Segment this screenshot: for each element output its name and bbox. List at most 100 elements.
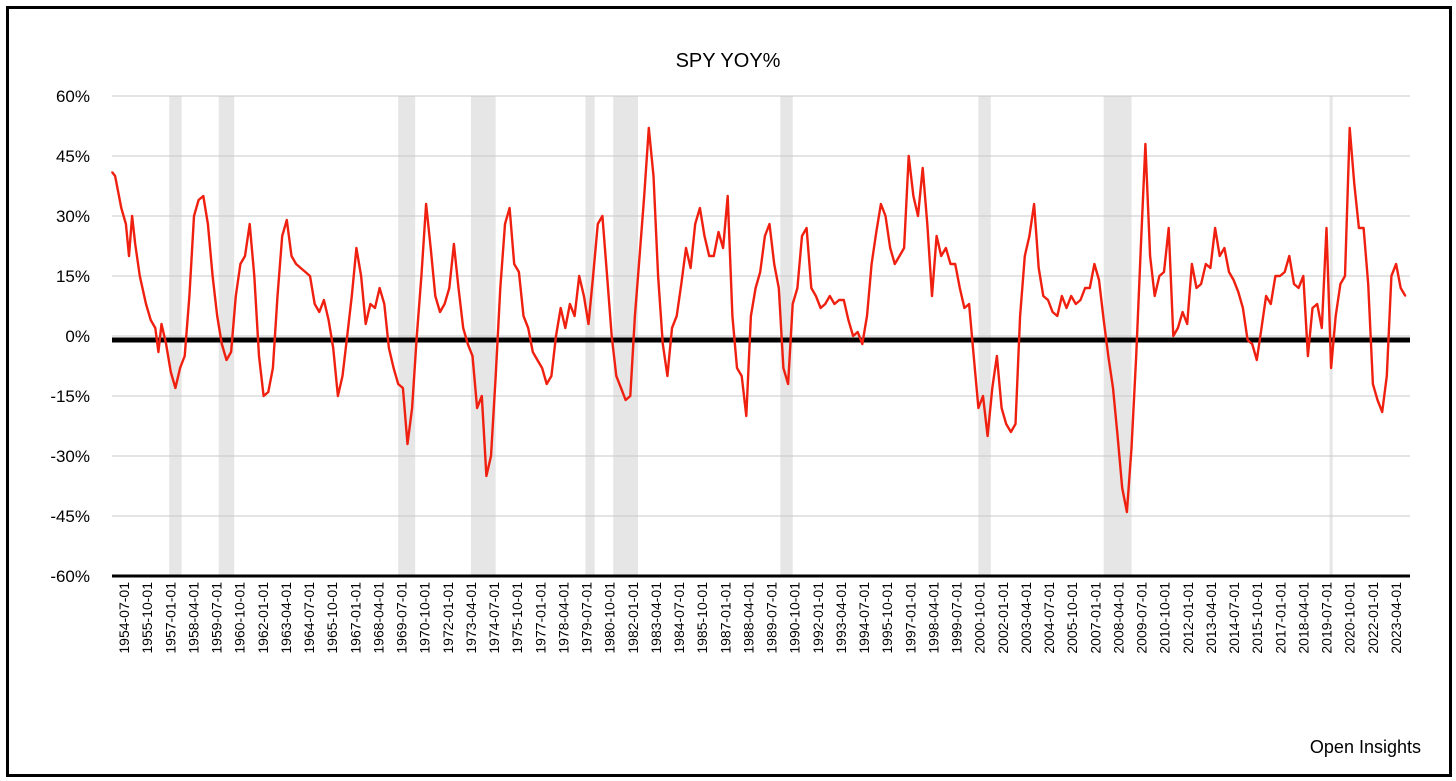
- data-point: [703, 235, 706, 237]
- data-point: [1181, 311, 1184, 313]
- data-point: [1112, 387, 1114, 389]
- x-tick-label: 1975-10-01: [509, 582, 525, 654]
- data-point: [689, 267, 692, 269]
- data-point: [448, 287, 451, 289]
- x-tick-label: 1984-07-01: [671, 582, 687, 654]
- data-point: [1251, 343, 1253, 345]
- x-tick-label: 1997-01-01: [902, 582, 918, 654]
- data-point: [304, 271, 307, 273]
- data-point: [197, 199, 200, 201]
- data-point: [643, 195, 645, 197]
- data-point: [699, 207, 701, 209]
- data-point: [128, 255, 130, 257]
- data-point: [722, 247, 724, 249]
- data-point: [364, 323, 367, 325]
- data-point: [884, 215, 887, 217]
- data-point: [406, 443, 409, 445]
- data-point: [1214, 227, 1216, 229]
- x-tick-label: 1995-10-01: [879, 582, 895, 654]
- data-point: [1209, 267, 1212, 269]
- data-point: [281, 235, 284, 237]
- data-point: [337, 395, 339, 397]
- data-point: [638, 255, 641, 257]
- data-point: [782, 367, 785, 369]
- data-point: [318, 311, 321, 313]
- x-tick-label: 1960-10-01: [232, 582, 248, 654]
- data-point: [149, 319, 152, 321]
- data-point: [114, 175, 116, 177]
- x-tick-label: 1963-04-01: [278, 582, 294, 654]
- data-point: [1186, 323, 1188, 325]
- series-line-0: [111, 126, 1407, 514]
- y-tick-label: 45%: [56, 147, 90, 166]
- data-point: [1084, 287, 1086, 289]
- data-point: [439, 311, 441, 313]
- x-tick-label: 1969-07-01: [394, 582, 410, 654]
- x-tick-label: 2009-07-01: [1134, 582, 1150, 654]
- data-point: [154, 327, 157, 329]
- x-tick-label: 2022-01-01: [1365, 582, 1381, 654]
- data-point: [1358, 227, 1360, 229]
- data-point: [221, 343, 223, 345]
- data-point: [1153, 295, 1156, 297]
- data-point: [680, 283, 683, 285]
- data-point: [1362, 227, 1365, 229]
- data-point: [397, 383, 400, 385]
- data-point: [235, 295, 237, 297]
- data-point: [1372, 383, 1374, 385]
- data-point: [740, 375, 743, 377]
- data-point: [1037, 267, 1040, 269]
- data-point: [935, 235, 938, 237]
- data-point: [1056, 315, 1059, 317]
- data-point: [225, 359, 228, 361]
- x-tick-label: 1999-07-01: [949, 582, 965, 654]
- data-point: [866, 315, 868, 317]
- data-point: [750, 315, 752, 317]
- data-point: [1381, 411, 1383, 413]
- data-point: [694, 223, 696, 225]
- data-point: [615, 375, 618, 377]
- data-point: [522, 315, 525, 317]
- x-tick-label: 2019-07-01: [1319, 582, 1335, 654]
- data-point: [262, 395, 265, 397]
- data-point: [1191, 263, 1193, 265]
- data-point: [1242, 307, 1244, 309]
- x-tick-label: 2005-10-01: [1064, 582, 1080, 654]
- data-point: [889, 247, 891, 249]
- data-point: [425, 203, 427, 205]
- data-point: [1274, 275, 1277, 277]
- data-point: [313, 303, 316, 305]
- y-tick-label: 15%: [56, 267, 90, 286]
- data-point: [620, 387, 622, 389]
- data-point: [1144, 143, 1147, 145]
- data-point: [327, 319, 330, 321]
- data-point: [1232, 279, 1235, 281]
- data-point: [183, 355, 186, 357]
- data-point: [1098, 279, 1100, 281]
- x-tick-label: 1979-07-01: [579, 582, 595, 654]
- x-tick-label: 2017-01-01: [1272, 582, 1288, 654]
- data-point: [954, 263, 956, 265]
- x-tick-label: 1968-04-01: [370, 582, 386, 654]
- data-point: [1288, 255, 1291, 257]
- data-point: [624, 399, 627, 401]
- data-point: [810, 287, 813, 289]
- data-point: [666, 375, 669, 377]
- data-point: [351, 295, 353, 297]
- data-point: [986, 435, 989, 437]
- data-point: [945, 247, 947, 249]
- data-point: [527, 327, 529, 329]
- x-tick-label: 1978-04-01: [555, 582, 571, 654]
- x-tick-label: 2012-01-01: [1180, 582, 1196, 654]
- data-point: [1344, 275, 1346, 277]
- data-point: [606, 275, 608, 277]
- data-point: [490, 455, 492, 457]
- x-tick-label: 2015-10-01: [1249, 582, 1265, 654]
- data-point: [1228, 271, 1230, 273]
- data-point: [1256, 359, 1258, 361]
- data-point: [717, 231, 720, 233]
- data-point: [125, 223, 127, 225]
- data-point: [504, 223, 506, 225]
- data-point: [1019, 315, 1021, 317]
- data-point: [1102, 319, 1105, 321]
